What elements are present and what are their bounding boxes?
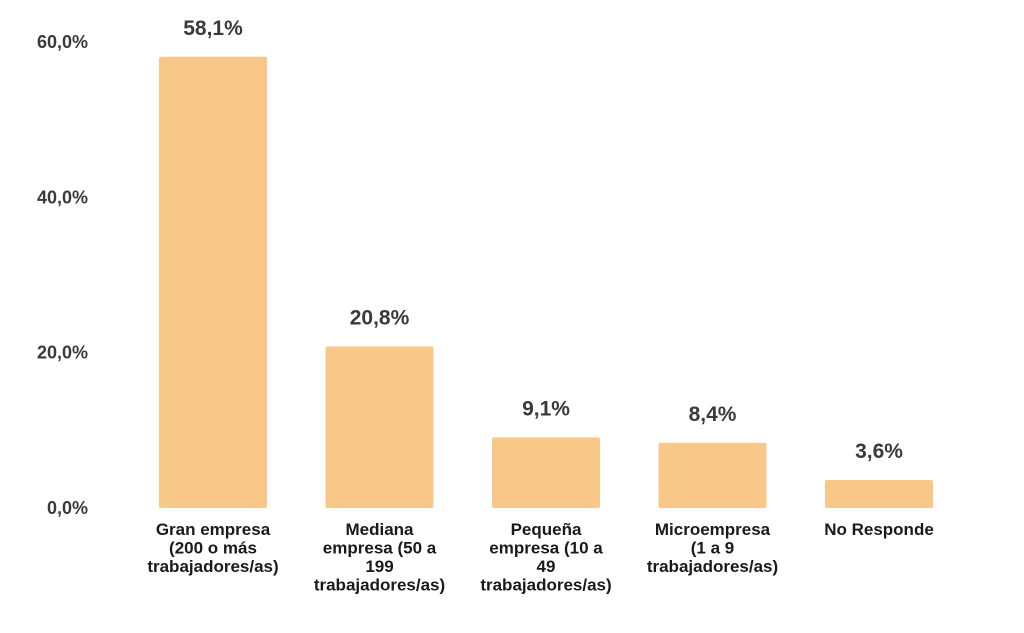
data-label: 9,1% (522, 397, 570, 420)
bar (825, 480, 933, 508)
y-tick-label: 60,0% (37, 32, 88, 52)
x-category-label: Gran empresa (200 o más trabajadores/as) (147, 520, 278, 576)
y-tick-label: 0,0% (47, 498, 88, 518)
data-label: 3,6% (855, 440, 903, 463)
y-axis: 0,0% 20,0% 40,0% 60,0% (37, 32, 88, 518)
bar (492, 437, 600, 508)
bar (159, 56, 267, 509)
bar (658, 442, 767, 508)
y-tick-label: 40,0% (37, 187, 88, 207)
bar (325, 346, 434, 508)
data-label: 20,8% (350, 306, 410, 329)
x-category-label: Mediana empresa (50 a 199 trabajadores/as) (314, 520, 445, 595)
data-label: 58,1% (183, 17, 243, 40)
data-label: 8,4% (689, 403, 737, 426)
data-labels: 58,1% 20,8% 9,1% 8,4% 3,6% (183, 17, 903, 463)
x-category-label: No Responde (824, 520, 934, 539)
bars (159, 56, 933, 509)
x-category-label: Microempresa (1 a 9 trabajadores/as) (647, 520, 778, 576)
x-axis: Gran empresa (200 o más trabajadores/as) Me… (147, 520, 933, 595)
y-tick-label: 20,0% (37, 343, 88, 363)
x-category-label: Pequeña empresa (10 a 49 trabajadores/as) (480, 520, 611, 595)
